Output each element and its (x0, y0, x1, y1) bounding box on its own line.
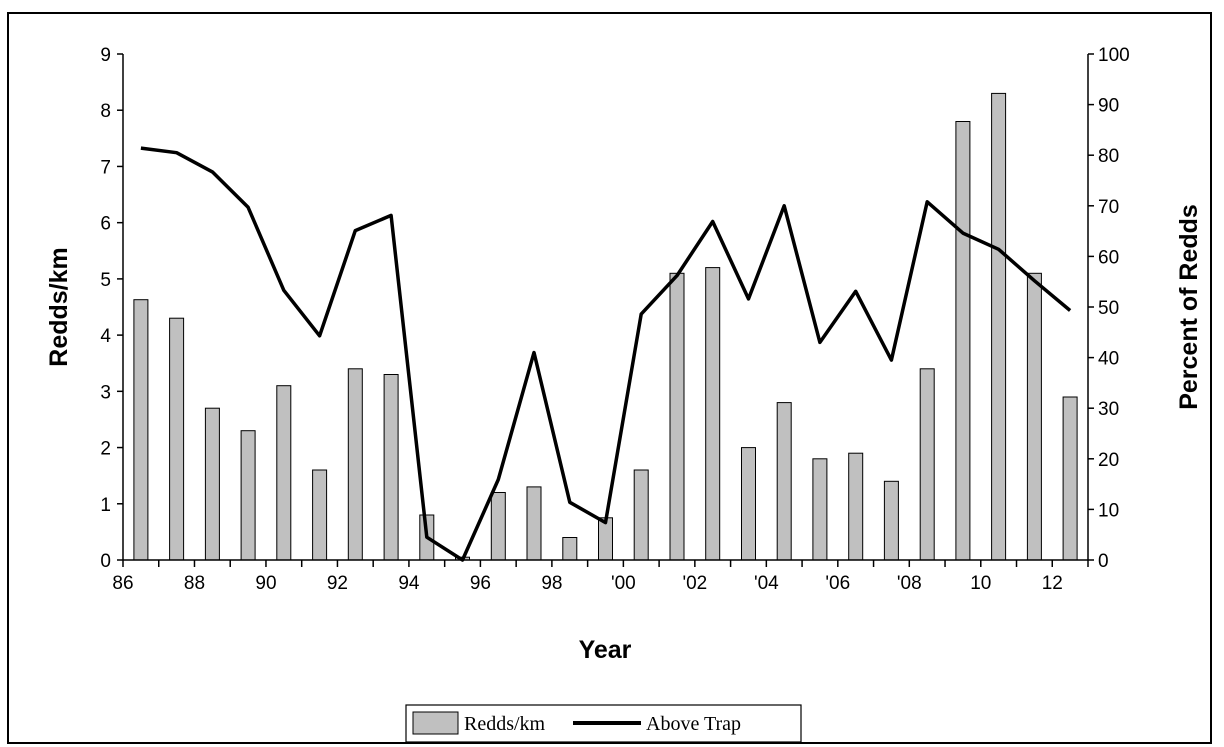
y-tick-label-left: 8 (100, 101, 111, 122)
y-tick-label-left: 4 (100, 326, 111, 347)
bars-layer (133, 92, 1078, 561)
x-tick-label: 88 (184, 573, 205, 594)
y-axis-title-left: Redds/km (45, 247, 73, 366)
legend-label-line: Above Trap (646, 713, 741, 735)
x-tick-label: '06 (825, 573, 850, 594)
bar-89 (240, 430, 256, 561)
x-tick-label: '08 (897, 573, 922, 594)
y-tick-label-left: 1 (100, 495, 111, 516)
bar-96 (490, 492, 506, 561)
y-tick-label-right: 40 (1098, 349, 1119, 370)
bar-'09 (955, 121, 971, 561)
bar-97 (526, 486, 542, 561)
x-tick-label: '04 (754, 573, 779, 594)
bar-'05 (812, 458, 828, 561)
y-tick-label-right: 10 (1098, 500, 1119, 521)
bar-98 (562, 537, 578, 561)
x-tick-label: 10 (970, 573, 991, 594)
y-tick-label-right: 0 (1098, 551, 1109, 572)
bar-'04 (776, 402, 792, 561)
bar-90 (276, 385, 292, 561)
x-tick-label: '00 (611, 573, 636, 594)
bar-'06 (848, 452, 864, 561)
y-tick-label-right: 20 (1098, 450, 1119, 471)
x-tick-label: 94 (398, 573, 420, 594)
y-tick-label-left: 6 (100, 214, 111, 235)
y-tick-label-left: 2 (100, 439, 111, 460)
x-axis-title: Year (579, 636, 632, 664)
bar-88 (204, 407, 220, 561)
bar-'07 (883, 480, 899, 561)
y-tick-label-left: 9 (100, 45, 111, 66)
x-tick-label: 12 (1042, 573, 1063, 594)
bar-'00 (633, 469, 649, 561)
legend: Redds/km Above Trap (405, 704, 802, 743)
x-tick-label: 98 (541, 573, 562, 594)
line-above-trap (140, 146, 1072, 562)
y-tick-label-right: 80 (1098, 146, 1119, 167)
bar-91 (312, 469, 328, 561)
legend-label-bars: Redds/km (464, 713, 546, 735)
y-axis-title-right: Percent of Redds (1175, 204, 1203, 410)
x-tick-label: 90 (255, 573, 276, 594)
bar-92 (347, 368, 363, 561)
chart-frame (7, 12, 1212, 744)
x-tick-label: 86 (112, 573, 133, 594)
bar-86 (133, 299, 149, 561)
bar-12 (1062, 396, 1078, 561)
y-tick-label-left: 3 (100, 382, 111, 403)
bar-10 (991, 92, 1007, 561)
bar-'08 (919, 368, 935, 561)
line-layer (140, 146, 1072, 562)
y-tick-label-right: 50 (1098, 298, 1119, 319)
x-tick-label: 92 (327, 573, 348, 594)
bar-'01 (669, 272, 685, 561)
y-tick-label-right: 100 (1098, 45, 1130, 66)
axes-layer (117, 53, 1094, 567)
bar-'02 (705, 267, 721, 561)
y-tick-label-left: 7 (100, 157, 111, 178)
bar-11 (1026, 272, 1042, 561)
y-tick-label-right: 60 (1098, 247, 1119, 268)
x-tick-label: 96 (470, 573, 491, 594)
y-tick-label-left: 0 (100, 551, 111, 572)
bar-87 (169, 317, 185, 561)
legend-swatch-bars (412, 711, 459, 735)
y-tick-label-left: 5 (100, 270, 111, 291)
bar-'03 (741, 447, 756, 561)
bar-93 (383, 374, 399, 561)
y-tick-label-right: 90 (1098, 96, 1119, 117)
y-tick-label-right: 70 (1098, 197, 1119, 218)
x-tick-label: '02 (682, 573, 707, 594)
y-tick-label-right: 30 (1098, 399, 1119, 420)
